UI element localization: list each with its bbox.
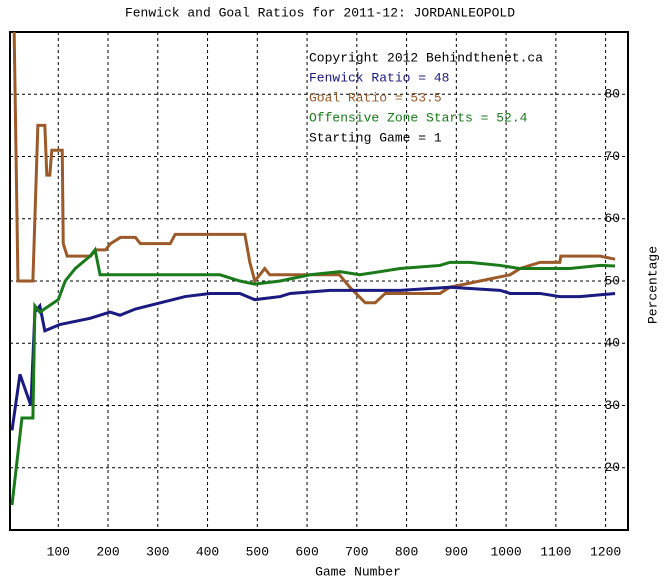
- x-tick-label: 100: [47, 544, 70, 559]
- y-tick-label: 30: [604, 398, 620, 413]
- y-tick-label: 70: [604, 149, 620, 164]
- annotation: Copyright 2012 Behindthenet.ca: [309, 50, 543, 65]
- annotation: Offensive Zone Starts = 52.4: [309, 110, 528, 125]
- y-tick-label: 40: [604, 336, 620, 351]
- x-tick-label: 1000: [490, 544, 521, 559]
- series-line: [10, 285, 616, 431]
- series-line: [12, 32, 616, 305]
- annotation: Fenwick Ratio = 48: [309, 70, 449, 85]
- x-tick-label: 500: [246, 544, 269, 559]
- y-tick-label: 50: [604, 273, 620, 288]
- chart-title: Fenwick and Goal Ratios for 2011-12: JOR…: [125, 5, 515, 20]
- x-tick-label: 1100: [540, 544, 571, 559]
- series-line: [10, 246, 616, 506]
- y-tick-label: 80: [604, 87, 620, 102]
- y-axis-label: Percentage: [645, 246, 660, 324]
- y-tick-label: 60: [604, 211, 620, 226]
- x-tick-label: 800: [395, 544, 418, 559]
- x-tick-label: 900: [445, 544, 468, 559]
- y-tick-label: 20: [604, 460, 620, 475]
- x-tick-label: 1200: [590, 544, 621, 559]
- annotation: Starting Game = 1: [309, 130, 442, 145]
- x-tick-label: 400: [196, 544, 219, 559]
- x-tick-label: 600: [295, 544, 318, 559]
- annotation: Goal Ratio = 53.5: [309, 90, 442, 105]
- x-axis-label: Game Number: [315, 564, 401, 579]
- x-tick-label: 200: [96, 544, 119, 559]
- x-tick-label: 300: [146, 544, 169, 559]
- x-tick-label: 700: [345, 544, 368, 559]
- plot-frame: [9, 31, 629, 531]
